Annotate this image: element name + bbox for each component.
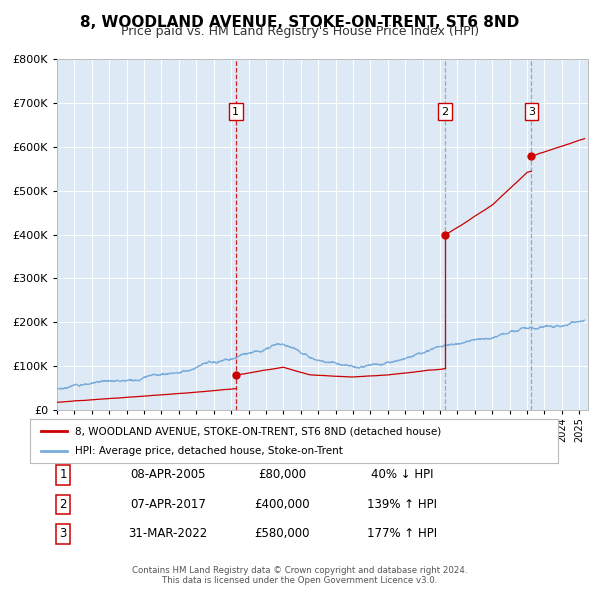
Text: 2: 2	[441, 107, 448, 117]
Text: 07-APR-2017: 07-APR-2017	[130, 498, 206, 511]
Text: 1: 1	[232, 107, 239, 117]
Text: 08-APR-2005: 08-APR-2005	[130, 468, 206, 481]
Text: 177% ↑ HPI: 177% ↑ HPI	[367, 527, 437, 540]
Text: 31-MAR-2022: 31-MAR-2022	[128, 527, 208, 540]
Text: HPI: Average price, detached house, Stoke-on-Trent: HPI: Average price, detached house, Stok…	[75, 446, 343, 455]
Text: Contains HM Land Registry data © Crown copyright and database right 2024.
This d: Contains HM Land Registry data © Crown c…	[132, 566, 468, 585]
Text: 3: 3	[59, 527, 67, 540]
Text: 8, WOODLAND AVENUE, STOKE-ON-TRENT, ST6 8ND (detached house): 8, WOODLAND AVENUE, STOKE-ON-TRENT, ST6 …	[75, 427, 441, 436]
Text: £80,000: £80,000	[258, 468, 306, 481]
Text: 139% ↑ HPI: 139% ↑ HPI	[367, 498, 437, 511]
Text: 1: 1	[59, 468, 67, 481]
Text: 40% ↓ HPI: 40% ↓ HPI	[371, 468, 433, 481]
Text: Price paid vs. HM Land Registry's House Price Index (HPI): Price paid vs. HM Land Registry's House …	[121, 25, 479, 38]
Text: 8, WOODLAND AVENUE, STOKE-ON-TRENT, ST6 8ND: 8, WOODLAND AVENUE, STOKE-ON-TRENT, ST6 …	[80, 15, 520, 30]
Text: £400,000: £400,000	[254, 498, 310, 511]
Text: 3: 3	[528, 107, 535, 117]
Text: £580,000: £580,000	[254, 527, 310, 540]
Text: 2: 2	[59, 498, 67, 511]
